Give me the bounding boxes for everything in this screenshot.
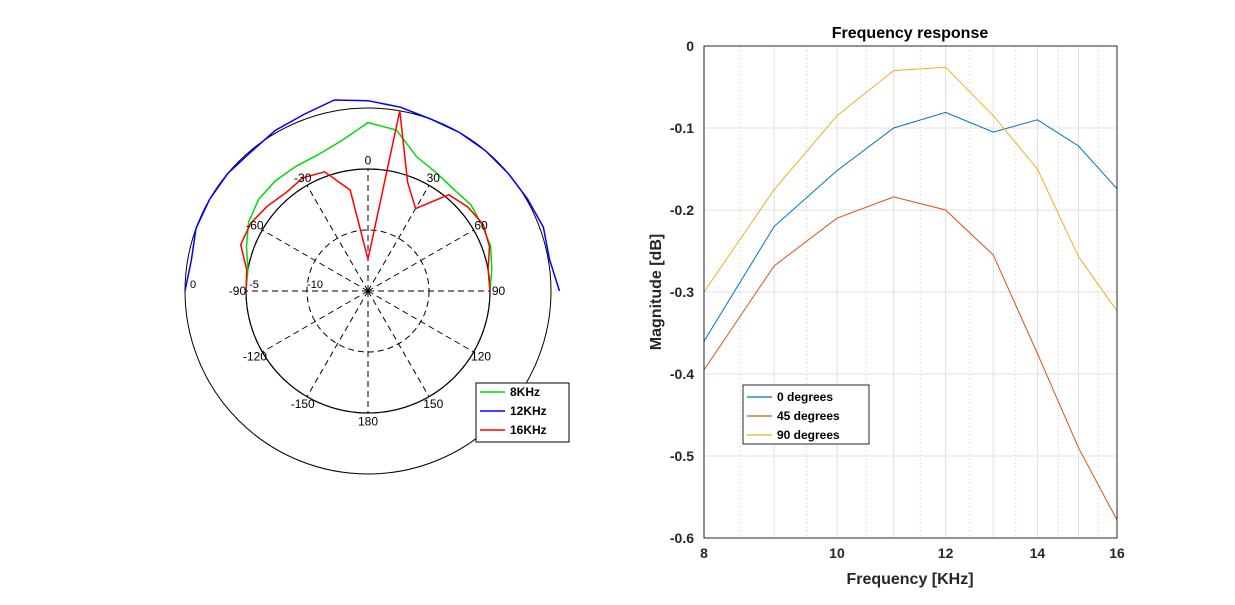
- polar-angle-label-180: 180: [358, 415, 378, 429]
- polar-legend-label-16khz: 16KHz: [510, 423, 547, 437]
- line-legend-label-0deg: 0 degrees: [777, 390, 833, 404]
- polar-spoke-300: [262, 229, 369, 292]
- polar-angle-label-150: -150: [291, 397, 315, 411]
- polar-spoke-150: [367, 290, 430, 397]
- polar-legend-box: [475, 382, 570, 443]
- polar-series-16khz: [239, 110, 491, 292]
- line-legend: 0 degrees 45 degrees 90 degrees: [742, 384, 870, 445]
- line-series-45-degrees: [703, 196, 1118, 521]
- line-series-group: [703, 66, 1118, 521]
- plot-frame: [703, 45, 1118, 539]
- x-tick-label-14: 14: [1030, 545, 1046, 561]
- polar-angle-label-0: 0: [365, 153, 372, 167]
- line-tick-labels: 8 10 12 14 16 0 -0.1 -0.2 -0.3 -0.4 -0.5 -0.6: [670, 38, 1125, 561]
- polar-angle-label-90: 90: [492, 284, 506, 298]
- polar-spoke-120: [367, 290, 474, 353]
- polar-angle-label-30: 30: [427, 171, 441, 185]
- polar-legend-label-12khz: 12KHz: [510, 404, 547, 418]
- polar-chart: 0 30 60 90 120 150 180 -150 -120 -90 -60 -30 -10 -50 …: [184, 99, 570, 475]
- x-tick-label-10: 10: [829, 545, 845, 561]
- polar-series-8khz: [245, 121, 493, 292]
- polar-radius-label-5: -5: [249, 279, 259, 291]
- y-tick-label-0-2: -0.2: [670, 202, 694, 218]
- frequency-response-chart: 8 10 12 14 16 0 -0.1 -0.2 -0.3 -0.4 -0.5 -0.6 Frequ…: [648, 25, 1125, 588]
- y-tick-label-0: 0: [686, 38, 694, 54]
- x-tick-label-8: 8: [700, 545, 708, 561]
- polar-angle-label-120: -120: [243, 349, 267, 363]
- polar-angle-label-90: -90: [229, 284, 247, 298]
- polar-spoke-330: [306, 185, 369, 292]
- y-tick-label-0-1: -0.1: [670, 120, 694, 136]
- polar-series-group: [184, 99, 561, 292]
- line-legend-box: [742, 384, 870, 445]
- line-legend-label-90deg: 90 degrees: [777, 428, 840, 442]
- y-tick-label-0-3: -0.3: [670, 284, 694, 300]
- polar-spoke-240: [262, 290, 369, 353]
- x-tick-label-16: 16: [1109, 545, 1125, 561]
- line-legend-label-45deg: 45 degrees: [777, 409, 840, 423]
- polar-series-12khz: [184, 99, 561, 292]
- polar-tick-labels: 0 30 60 90 120 150 180 -150 -120 -90 -60 -30 -10 -5 0: [190, 153, 506, 428]
- polar-angle-label-30: -30: [294, 171, 312, 185]
- line-series-0-degrees: [703, 111, 1118, 342]
- line-grid: [704, 45, 1117, 539]
- x-tick-label-12: 12: [938, 545, 954, 561]
- y-tick-label-0-5: -0.5: [670, 448, 694, 464]
- polar-angle-label-150: 150: [423, 397, 443, 411]
- polar-angle-label-60: -60: [246, 219, 264, 233]
- polar-radius-label-10: -10: [307, 279, 323, 291]
- polar-angle-label-60: 60: [474, 219, 488, 233]
- polar-spoke-60: [367, 229, 474, 292]
- polar-radius-label-0: 0: [190, 279, 196, 291]
- chart-title: Frequency response: [832, 25, 989, 42]
- polar-legend-label-8khz: 8KHz: [510, 385, 540, 399]
- x-axis-label: Frequency [KHz]: [846, 571, 973, 588]
- y-axis-label: Magnitude [dB]: [648, 234, 665, 350]
- polar-spoke-30: [367, 185, 430, 292]
- line-series-90-degrees: [703, 66, 1118, 312]
- y-tick-label-0-4: -0.4: [670, 366, 694, 382]
- polar-legend: 8KHz 12KHz 16KHz: [475, 382, 570, 443]
- polar-spoke-210: [306, 290, 369, 397]
- polar-angle-label-120: 120: [471, 349, 491, 363]
- y-tick-label-0-6: -0.6: [670, 530, 694, 546]
